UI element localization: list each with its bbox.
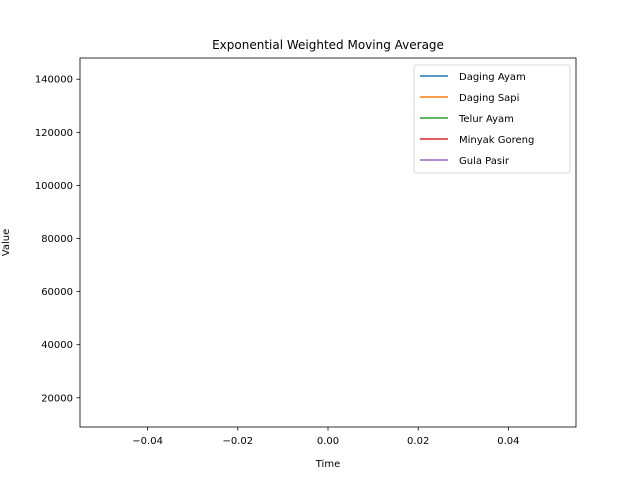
x-tick-label: 0.02 [407,436,429,447]
y-tick-label: 100000 [35,181,73,192]
y-axis-ticks: 20000 40000 60000 80000 100000 120000 140000 [35,75,80,404]
x-axis-ticks: −0.04 −0.02 0.00 0.02 0.04 [132,427,519,447]
y-tick-label: 80000 [41,234,73,245]
chart-title: Exponential Weighted Moving Average [212,38,444,52]
legend-label: Telur Ayam [458,114,514,125]
legend-frame [413,64,571,174]
legend-label: Daging Sapi [459,93,519,104]
y-tick-label: 60000 [41,287,73,298]
y-axis-label: Value [1,229,12,256]
y-tick-label: 120000 [35,128,73,139]
plot-frame [79,57,577,428]
legend-label: Daging Ayam [459,72,526,83]
x-axis-label: Time [315,459,340,470]
legend-label: Minyak Goreng [459,135,534,146]
legend: Daging Ayam Daging Sapi Telur Ayam Minyak G… [413,64,571,174]
x-tick-label: −0.02 [222,436,253,447]
y-tick-label: 140000 [35,75,73,86]
y-tick-label: 40000 [41,340,73,351]
x-tick-label: 0.00 [317,436,339,447]
x-tick-label: 0.04 [497,436,519,447]
x-tick-label: −0.04 [132,436,163,447]
y-tick-label: 20000 [41,393,73,404]
legend-label: Gula Pasir [459,156,510,167]
